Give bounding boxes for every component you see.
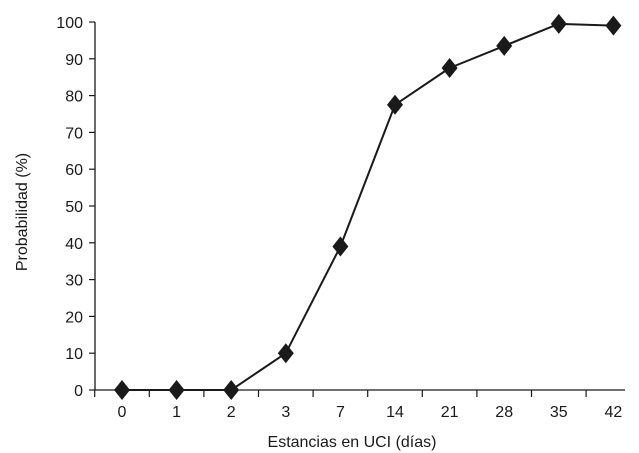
y-tick-label: 40 bbox=[65, 236, 83, 253]
data-point-marker bbox=[168, 380, 185, 400]
y-tick-label: 90 bbox=[65, 52, 83, 69]
x-tick-label: 3 bbox=[281, 404, 290, 421]
data-point-marker bbox=[332, 236, 349, 257]
data-point-marker bbox=[387, 94, 403, 115]
y-tick-label: 30 bbox=[65, 273, 83, 290]
data-point-marker bbox=[114, 380, 130, 400]
y-tick-label: 70 bbox=[65, 125, 83, 142]
y-tick-label: 100 bbox=[56, 15, 83, 32]
x-axis-title: Estancias en UCI (días) bbox=[268, 434, 437, 451]
y-axis-ticks: 0 10 20 30 40 50 60 70 80 90 100 bbox=[56, 15, 95, 400]
x-tick-label: 7 bbox=[336, 404, 345, 421]
x-tick-label: 14 bbox=[386, 404, 404, 421]
x-tick-label: 2 bbox=[227, 404, 236, 421]
data-point-marker bbox=[550, 13, 567, 34]
y-tick-label: 60 bbox=[65, 162, 83, 179]
y-tick-label: 10 bbox=[65, 346, 83, 363]
y-tick-label: 80 bbox=[65, 89, 83, 106]
y-tick-label: 20 bbox=[65, 309, 83, 326]
data-point-marker bbox=[496, 35, 513, 56]
data-point-marker bbox=[441, 58, 458, 78]
y-axis-title: Probabilidad (%) bbox=[14, 153, 31, 271]
y-tick-label: 0 bbox=[74, 383, 83, 400]
x-tick-label: 0 bbox=[118, 404, 127, 421]
data-point-marker bbox=[605, 15, 622, 36]
x-tick-label: 35 bbox=[550, 404, 568, 421]
data-point-marker bbox=[277, 343, 294, 364]
series-line bbox=[122, 22, 614, 391]
x-tick-label: 42 bbox=[605, 404, 623, 421]
x-axis-ticks: 0 1 2 3 7 14 21 28 35 42 bbox=[94, 390, 623, 421]
axes bbox=[94, 22, 625, 391]
data-series bbox=[114, 13, 622, 400]
x-tick-label: 1 bbox=[172, 404, 181, 421]
x-tick-label: 28 bbox=[495, 404, 513, 421]
data-point-marker bbox=[223, 380, 240, 400]
x-tick-label: 21 bbox=[441, 404, 459, 421]
y-tick-label: 50 bbox=[65, 199, 83, 216]
